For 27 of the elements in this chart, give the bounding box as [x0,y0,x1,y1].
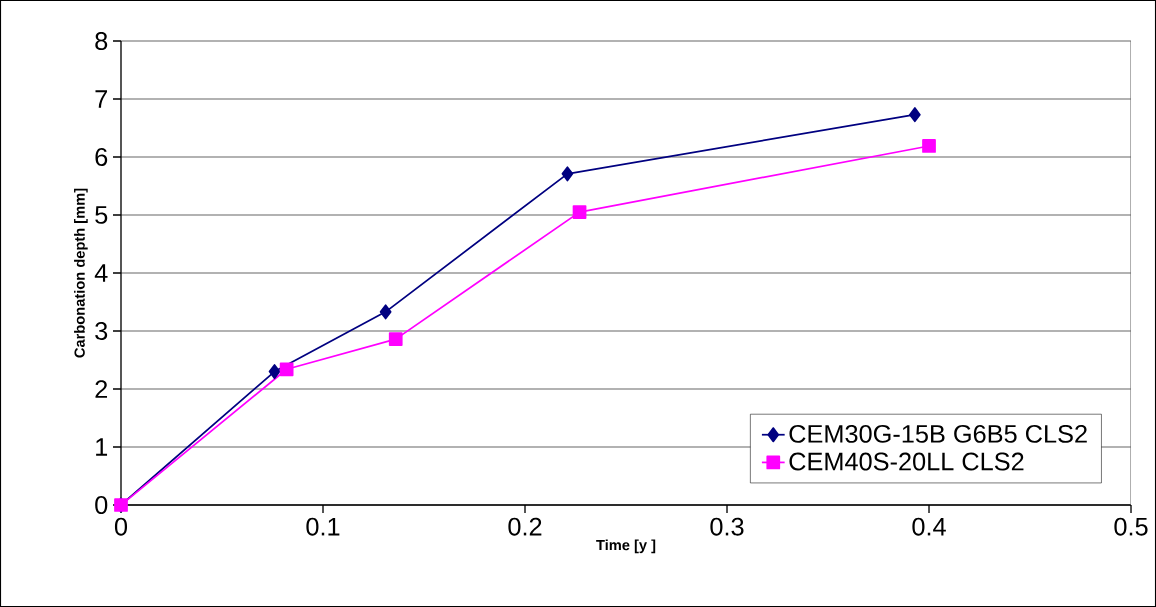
point [268,364,281,380]
point [388,332,403,346]
x-tick-label: 0.5 [1114,517,1148,536]
point [909,107,921,123]
point [279,362,294,377]
y-tick-label: 4 [94,264,108,282]
y-tick-label: 6 [95,148,108,166]
y-axis-title: Carbonation depth [mm] [74,188,88,358]
point [922,139,936,153]
y-tick-label: 3 [95,322,108,340]
x-tick-label: 0 [114,517,128,536]
y-tick-label: 1 [96,438,108,456]
x-axis-title: Time [y ] [596,539,656,554]
point [572,205,587,219]
x-tick-label: 0.3 [710,517,744,536]
y-tick-label: 8 [95,32,108,50]
x-tick-label: 0.4 [912,517,946,536]
y-tick-label: 0 [95,496,108,514]
point [379,304,392,320]
y-tick-label: 2 [95,380,108,398]
point [561,166,574,182]
y-tick-label: 7 [95,90,108,108]
legend-label: CEM30G-15B G6B5 CLS2 [789,424,1087,443]
y-tick-label: 5 [95,206,108,224]
x-tick-label: 0.1 [306,517,340,536]
x-tick-label: 0.2 [508,517,542,536]
legend-label: CEM40S-20LL CLS2 [789,452,1024,471]
